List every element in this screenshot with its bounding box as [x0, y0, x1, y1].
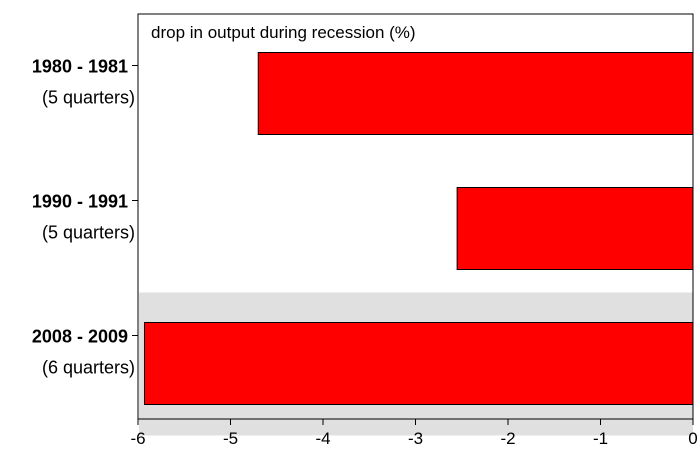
category-sublabel: (5 quarters) [42, 88, 135, 108]
category-sublabel: (5 quarters) [42, 223, 135, 243]
x-tick-label: 0 [688, 429, 697, 448]
x-tick-label: -5 [223, 429, 238, 448]
category-sublabel: (6 quarters) [42, 358, 135, 378]
x-tick-label: -6 [130, 429, 145, 448]
x-tick-label: -4 [315, 429, 330, 448]
bar-0 [257, 52, 694, 135]
x-tick-label: -3 [408, 429, 423, 448]
bars-layer [143, 52, 694, 405]
category-label: 1990 - 1991 [32, 192, 128, 212]
category-label: 2008 - 2009 [32, 327, 128, 347]
x-axis: -6 -5 -4 -3 -2 -1 0 [130, 419, 697, 448]
category-label: 1980 - 1981 [32, 57, 128, 77]
bar-1 [456, 187, 694, 270]
chart-title: drop in output during recession (%) [151, 23, 416, 42]
x-tick-label: -2 [500, 429, 515, 448]
x-tick-label: -1 [593, 429, 608, 448]
category-labels: 1980 - 1981 (5 quarters) 1990 - 1991 (5 qua… [32, 57, 138, 378]
bar-2 [143, 322, 694, 405]
